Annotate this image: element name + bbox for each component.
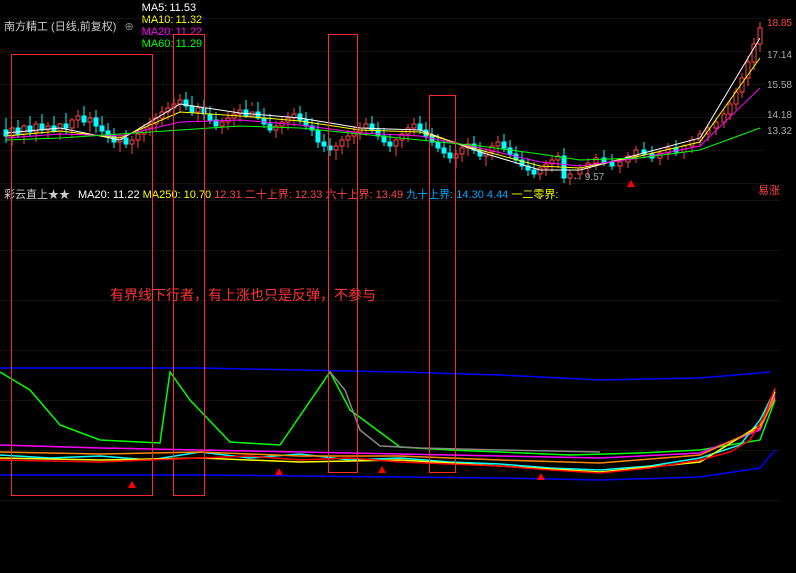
- arrow-up-icon: [275, 468, 283, 475]
- arrow-up-icon: [128, 481, 136, 488]
- highlight-box: [173, 34, 205, 496]
- highlight-box: [328, 34, 358, 473]
- low-price-marker: ← 9.57: [572, 172, 604, 183]
- arrow-up-icon: [537, 473, 545, 480]
- highlight-box: [11, 54, 153, 496]
- ma-label: MA5: 11.53: [142, 2, 203, 14]
- arrow-up-icon: [378, 466, 386, 473]
- annotation-text: 有界线下行者，有上涨也只是反弹，不参与: [110, 285, 376, 305]
- arrow-up-icon: [627, 180, 635, 187]
- highlight-box: [429, 95, 456, 473]
- rise-label: 易涨: [758, 182, 780, 198]
